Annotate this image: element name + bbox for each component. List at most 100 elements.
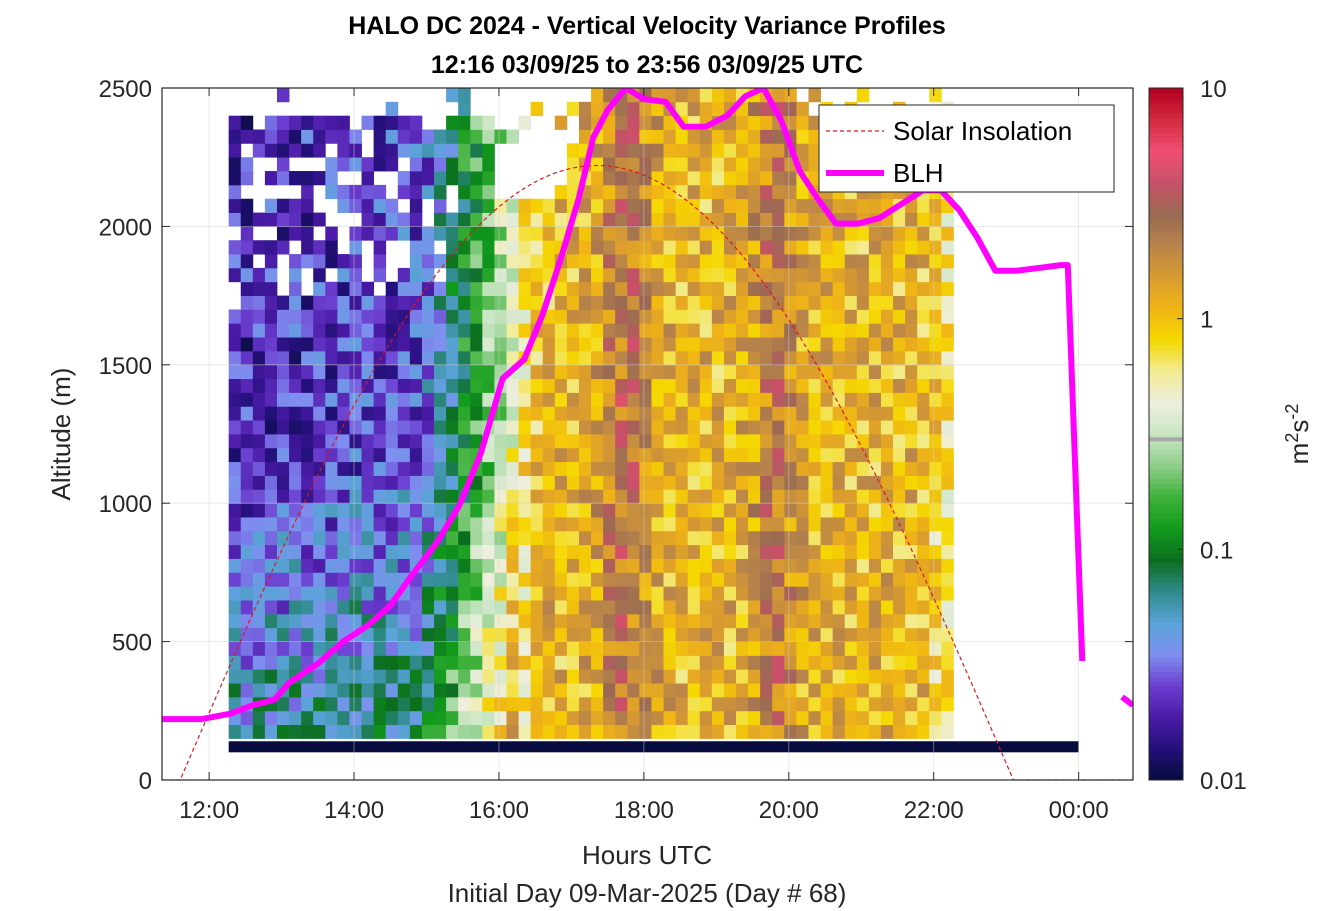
- heatmap-cell: [905, 530, 918, 546]
- heatmap-cell: [699, 434, 713, 449]
- heatmap-cell: [796, 392, 809, 407]
- heatmap-cell: [421, 171, 435, 186]
- heatmap-cell: [941, 600, 954, 615]
- heatmap-cell: [929, 267, 942, 283]
- heatmap-cell: [675, 558, 689, 573]
- heatmap-cell: [808, 420, 821, 435]
- heatmap-cell: [276, 724, 290, 739]
- heatmap-cell: [844, 295, 858, 310]
- heatmap-cell: [494, 696, 507, 712]
- heatmap-cell: [627, 710, 640, 726]
- heatmap-cell: [760, 503, 773, 518]
- heatmap-cell: [699, 544, 713, 559]
- heatmap-cell: [905, 295, 918, 310]
- heatmap-cell: [820, 572, 834, 587]
- heatmap-cell: [264, 420, 278, 435]
- heatmap-cell: [325, 350, 338, 366]
- colorbar-label-m: m: [1284, 443, 1314, 465]
- heatmap-cell: [349, 613, 362, 629]
- heatmap-cell: [518, 489, 532, 504]
- heatmap-cell: [434, 157, 447, 172]
- heatmap-cell: [675, 724, 689, 739]
- heatmap-cell: [905, 655, 918, 670]
- heatmap-cell: [820, 613, 834, 629]
- heatmap-cell: [518, 378, 532, 393]
- heatmap-cell: [566, 696, 580, 712]
- heatmap-cell: [639, 517, 652, 532]
- heatmap-cell: [554, 600, 568, 615]
- heatmap-cell: [228, 530, 242, 546]
- heatmap-cell: [591, 101, 604, 117]
- heatmap-cell: [615, 198, 628, 213]
- heatmap-cell: [844, 544, 858, 559]
- heatmap-cell: [615, 420, 628, 435]
- heatmap-cell: [784, 447, 797, 463]
- heatmap-cell: [832, 627, 846, 642]
- heatmap-cell: [373, 323, 387, 338]
- heatmap-cell: [748, 434, 761, 449]
- heatmap-cell: [711, 641, 725, 656]
- heatmap-cell: [675, 489, 689, 504]
- heatmap-cell: [893, 627, 906, 642]
- heatmap-cell: [687, 226, 701, 241]
- heatmap-cell: [252, 669, 266, 684]
- heatmap-cell: [252, 323, 266, 338]
- heatmap-cell: [808, 88, 821, 103]
- heatmap-cell: [409, 434, 423, 449]
- heatmap-cell: [820, 503, 834, 518]
- heatmap-cell: [603, 489, 616, 504]
- heatmap-cell: [373, 447, 387, 463]
- heatmap-cell: [373, 434, 387, 449]
- x-tick-label: 20:00: [759, 797, 819, 824]
- heatmap-cell: [301, 240, 314, 255]
- heatmap-cell: [240, 530, 254, 546]
- heatmap-cell: [264, 586, 278, 601]
- heatmap-cell: [325, 157, 338, 172]
- heatmap-cell: [796, 281, 809, 296]
- heatmap-cell: [228, 129, 242, 144]
- heatmap-cell: [264, 461, 278, 476]
- heatmap-cell: [603, 544, 616, 559]
- heatmap-cell: [421, 669, 435, 684]
- heatmap-cell: [651, 323, 664, 338]
- heatmap-cell: [228, 364, 242, 380]
- heatmap-cell: [663, 420, 677, 435]
- heatmap-cell: [373, 517, 387, 532]
- colorbar-band: [1149, 97, 1183, 104]
- heatmap-cell: [711, 669, 725, 684]
- colorbar-band: [1149, 176, 1183, 183]
- heatmap-cell: [542, 517, 556, 532]
- heatmap-cell: [458, 586, 471, 601]
- heatmap-cell: [917, 544, 930, 559]
- heatmap-cell: [796, 254, 809, 269]
- heatmap-cell: [905, 669, 918, 684]
- heatmap-cell: [385, 489, 399, 504]
- heatmap-cell: [337, 517, 350, 532]
- heatmap-cell: [264, 572, 278, 587]
- heatmap-cell: [856, 88, 870, 103]
- heatmap-cell: [349, 530, 362, 546]
- heatmap-cell: [542, 530, 556, 546]
- heatmap-cell: [603, 434, 616, 449]
- heatmap-cell: [566, 240, 580, 255]
- heatmap-cell: [482, 600, 495, 615]
- heatmap-cell: [542, 254, 556, 269]
- heatmap-cell: [421, 627, 435, 642]
- heatmap-cell: [736, 198, 749, 213]
- heatmap-cell: [470, 655, 483, 670]
- heatmap-cell: [566, 101, 580, 117]
- heatmap-cell: [880, 669, 894, 684]
- colorbar-band: [1149, 424, 1183, 430]
- heatmap-cell: [228, 309, 242, 324]
- heatmap-cell: [675, 392, 689, 407]
- y-axis-label: Altitude (m): [46, 368, 76, 501]
- heatmap-cell: [893, 461, 906, 476]
- heatmap-cell: [929, 254, 942, 269]
- heatmap-cell: [518, 420, 532, 435]
- heatmap-cell: [615, 212, 628, 227]
- heatmap-cell: [651, 240, 664, 255]
- heatmap-cell: [723, 309, 737, 324]
- heatmap-cell: [651, 475, 664, 490]
- heatmap-cell: [820, 600, 834, 615]
- heatmap-cell: [772, 627, 785, 642]
